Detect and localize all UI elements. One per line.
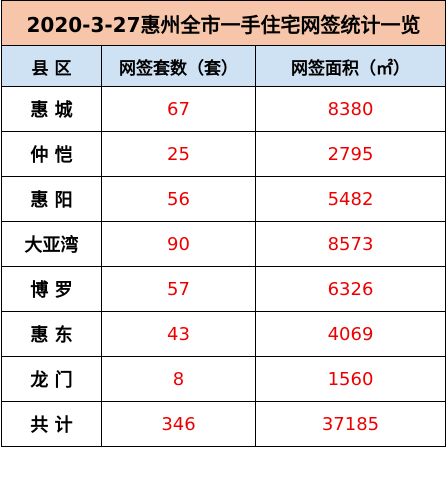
units-cell: 25 xyxy=(101,131,256,177)
total-units-cell: 346 xyxy=(101,401,256,447)
total-area-cell: 37185 xyxy=(255,401,446,447)
table-row: 龙 门 8 1560 xyxy=(1,356,446,402)
area-cell: 8573 xyxy=(255,221,446,267)
title-row: 2020-3-27惠州全市一手住宅网签统计一览 xyxy=(1,0,446,46)
table-row: 大亚湾 90 8573 xyxy=(1,221,446,267)
area-cell: 5482 xyxy=(255,176,446,222)
table-row: 博 罗 57 6326 xyxy=(1,266,446,312)
units-cell: 57 xyxy=(101,266,256,312)
header-row: 县 区 网签套数（套） 网签面积（㎡） xyxy=(1,45,446,87)
table-row: 惠 阳 56 5482 xyxy=(1,176,446,222)
units-cell: 8 xyxy=(101,356,256,402)
table-row: 惠 城 67 8380 xyxy=(1,86,446,132)
county-cell: 仲 恺 xyxy=(1,131,102,177)
county-cell: 惠 阳 xyxy=(1,176,102,222)
county-cell: 博 罗 xyxy=(1,266,102,312)
units-cell: 90 xyxy=(101,221,256,267)
county-cell: 惠 城 xyxy=(1,86,102,132)
area-cell: 6326 xyxy=(255,266,446,312)
county-cell: 大亚湾 xyxy=(1,221,102,267)
county-cell: 惠 东 xyxy=(1,311,102,357)
statistics-table: 2020-3-27惠州全市一手住宅网签统计一览 县 区 网签套数（套） 网签面积… xyxy=(1,0,446,447)
county-cell: 龙 门 xyxy=(1,356,102,402)
table-row: 惠 东 43 4069 xyxy=(1,311,446,357)
area-cell: 8380 xyxy=(255,86,446,132)
column-header-area: 网签面积（㎡） xyxy=(255,45,446,87)
table-title: 2020-3-27惠州全市一手住宅网签统计一览 xyxy=(1,0,446,46)
column-header-units: 网签套数（套） xyxy=(101,45,256,87)
total-label: 共 计 xyxy=(1,401,102,447)
column-header-county: 县 区 xyxy=(1,45,102,87)
units-cell: 67 xyxy=(101,86,256,132)
units-cell: 43 xyxy=(101,311,256,357)
units-cell: 56 xyxy=(101,176,256,222)
area-cell: 1560 xyxy=(255,356,446,402)
area-cell: 2795 xyxy=(255,131,446,177)
table-row: 仲 恺 25 2795 xyxy=(1,131,446,177)
area-cell: 4069 xyxy=(255,311,446,357)
total-row: 共 计 346 37185 xyxy=(1,401,446,447)
